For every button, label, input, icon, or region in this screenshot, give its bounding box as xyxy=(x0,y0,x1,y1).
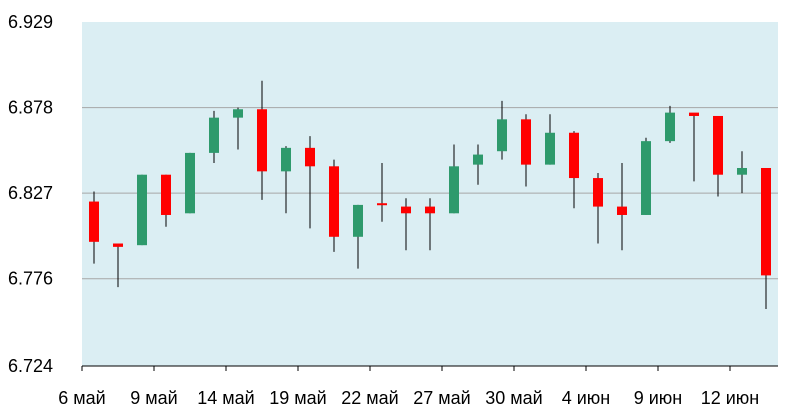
y-axis-tick-labels: 6.929 6.878 6.827 6.776 6.724 xyxy=(8,12,53,376)
candle-body-down xyxy=(761,167,771,276)
candle-bodies xyxy=(89,109,771,276)
candle-body-down xyxy=(257,109,267,172)
candle-body-up xyxy=(497,119,507,152)
candle-body-up xyxy=(233,109,243,118)
candle-body-down xyxy=(425,206,435,214)
candle-body-down xyxy=(689,112,699,116)
candle-body-up xyxy=(449,166,459,214)
candle-body-up xyxy=(737,167,747,175)
candle-body-down xyxy=(113,243,123,247)
x-tick-label: 27 май xyxy=(413,388,470,408)
candle-body-up xyxy=(665,112,675,142)
candle-body-up xyxy=(185,152,195,214)
y-tick-label: 6.724 xyxy=(8,356,53,376)
candle-body-up xyxy=(209,117,219,153)
candle-body-down xyxy=(377,203,387,206)
x-tick-label: 14 май xyxy=(197,388,254,408)
candle-body-down xyxy=(569,132,579,179)
x-tick-label: 19 май xyxy=(269,388,326,408)
x-tick-label: 9 июн xyxy=(634,388,683,408)
grid-lines xyxy=(82,107,778,280)
candle-body-down xyxy=(161,174,171,215)
candle-body-down xyxy=(89,201,99,242)
x-tick-label: 4 июн xyxy=(562,388,611,408)
candle-body-down xyxy=(617,206,627,215)
plot-area xyxy=(82,22,778,366)
candle-body-down xyxy=(305,147,315,167)
candle-body-up xyxy=(641,141,651,215)
candle-body-down xyxy=(401,206,411,214)
x-tick-label: 6 май xyxy=(58,388,105,408)
x-tick-label: 22 май xyxy=(341,388,398,408)
candle-body-up xyxy=(281,147,291,172)
candle-body-up xyxy=(473,154,483,165)
y-tick-label: 6.878 xyxy=(8,98,53,118)
candle-body-down xyxy=(329,166,339,237)
x-tick-label: 9 май xyxy=(130,388,177,408)
candle-body-up xyxy=(137,174,147,246)
y-tick-label: 6.827 xyxy=(8,183,53,203)
y-tick-label: 6.929 xyxy=(8,12,53,32)
x-tick-label: 30 май xyxy=(485,388,542,408)
candle-body-down xyxy=(521,119,531,165)
candle-body-down xyxy=(593,178,603,207)
y-tick-label: 6.776 xyxy=(8,269,53,289)
x-tick-label: 12 июн xyxy=(701,388,760,408)
candle-body-down xyxy=(713,115,723,175)
candle-body-up xyxy=(353,204,363,237)
candle-body-up xyxy=(545,132,555,165)
x-axis-tick-labels: 6 май 9 май 14 май 19 май 22 май 27 май 30 май… xyxy=(58,366,759,408)
